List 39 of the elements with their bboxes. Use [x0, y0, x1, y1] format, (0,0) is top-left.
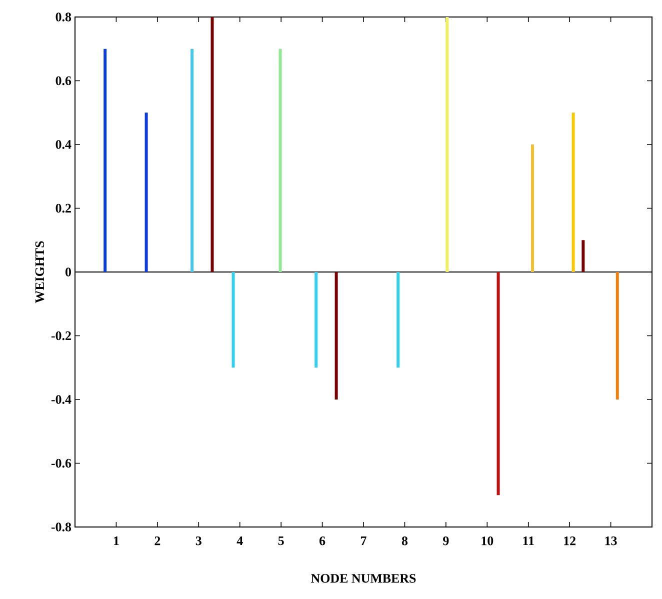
y-tick-label: 0.8	[56, 12, 72, 22]
y-tick-label: -0.2	[51, 331, 71, 340]
bar	[314, 272, 318, 368]
bar	[232, 272, 235, 368]
x-tick-label: 12	[564, 536, 576, 546]
bar	[190, 48, 194, 272]
bar	[334, 272, 338, 400]
bar	[396, 272, 400, 368]
x-tick-label: 4	[236, 536, 243, 546]
bar	[530, 144, 534, 272]
bar	[144, 112, 148, 272]
x-tick-label: 6	[319, 536, 326, 546]
x-tick-label: 3	[196, 536, 202, 546]
x-tick-label: 1	[114, 536, 119, 546]
y-tick-label: -0.6	[51, 458, 72, 468]
x-tick-label: 2	[154, 536, 160, 546]
bar	[616, 272, 619, 400]
x-tick-label: 13	[605, 536, 617, 546]
x-tick-label: 5	[278, 536, 284, 546]
bar	[496, 272, 500, 496]
y-tick-label: 0	[66, 268, 71, 276]
y-tick-label: 0.6	[56, 76, 72, 86]
bar	[572, 112, 575, 272]
y-tick-label: -0.4	[51, 395, 72, 404]
bar	[582, 240, 585, 272]
x-tick-label: 10	[482, 536, 494, 546]
x-tick-label: 11	[523, 536, 534, 546]
x-tick-label: 9	[443, 536, 449, 546]
bar	[446, 16, 449, 272]
y-tick-label: 0.2	[56, 204, 71, 213]
x-tick-label: 7	[361, 536, 366, 545]
x-axis-title: NODE NUMBERS	[311, 574, 416, 583]
y-tick-label: -0.8	[51, 522, 72, 532]
y-axis-title: WEIGHTS	[35, 241, 44, 304]
y-tick-label: 0.4	[56, 140, 72, 149]
bar	[210, 16, 214, 272]
x-tick-label: 8	[402, 536, 408, 546]
bar	[104, 48, 107, 272]
bar	[278, 48, 282, 272]
